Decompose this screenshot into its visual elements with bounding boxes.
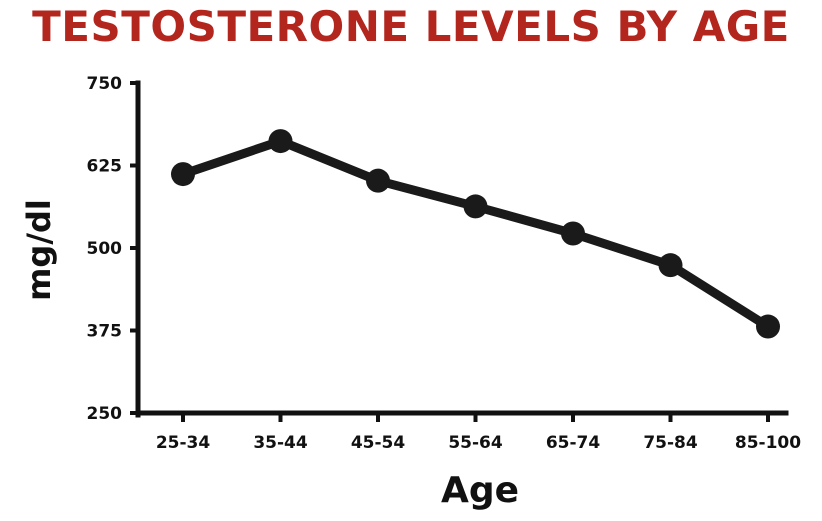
chart-title: TESTOSTERONE LEVELS BY AGE xyxy=(32,2,790,51)
y-tick-label: 500 xyxy=(87,239,123,259)
axes xyxy=(130,80,789,422)
y-tick-label: 625 xyxy=(87,157,123,177)
y-tick-labels: 250 375 500 625 750 xyxy=(87,74,123,424)
data-point xyxy=(658,253,683,278)
y-tick-label: 750 xyxy=(87,74,123,94)
x-axis-title: Age xyxy=(441,470,519,511)
data-point xyxy=(366,168,390,193)
x-tick-label: 55-64 xyxy=(448,433,503,453)
x-tick-label: 45-54 xyxy=(351,433,406,453)
data-point xyxy=(268,129,293,154)
data-point xyxy=(561,221,585,246)
data-point xyxy=(463,194,488,219)
x-tick-labels: 25-34 35-44 45-54 55-64 65-74 75-84 85-100 xyxy=(156,433,801,453)
series-line-layer xyxy=(178,136,773,332)
y-tick-label: 250 xyxy=(87,404,123,424)
x-tick-label: 35-44 xyxy=(253,433,308,453)
data-point xyxy=(171,162,195,187)
y-axis-title: mg/dl xyxy=(20,199,58,301)
data-point xyxy=(756,314,780,339)
x-tick-label: 25-34 xyxy=(156,433,211,453)
series-line xyxy=(178,136,773,332)
data-points xyxy=(171,129,780,339)
x-tick-label: 65-74 xyxy=(546,433,601,453)
x-tick-label: 75-84 xyxy=(643,433,698,453)
y-tick-label: 375 xyxy=(87,322,123,342)
x-tick-label: 85-100 xyxy=(735,433,801,453)
